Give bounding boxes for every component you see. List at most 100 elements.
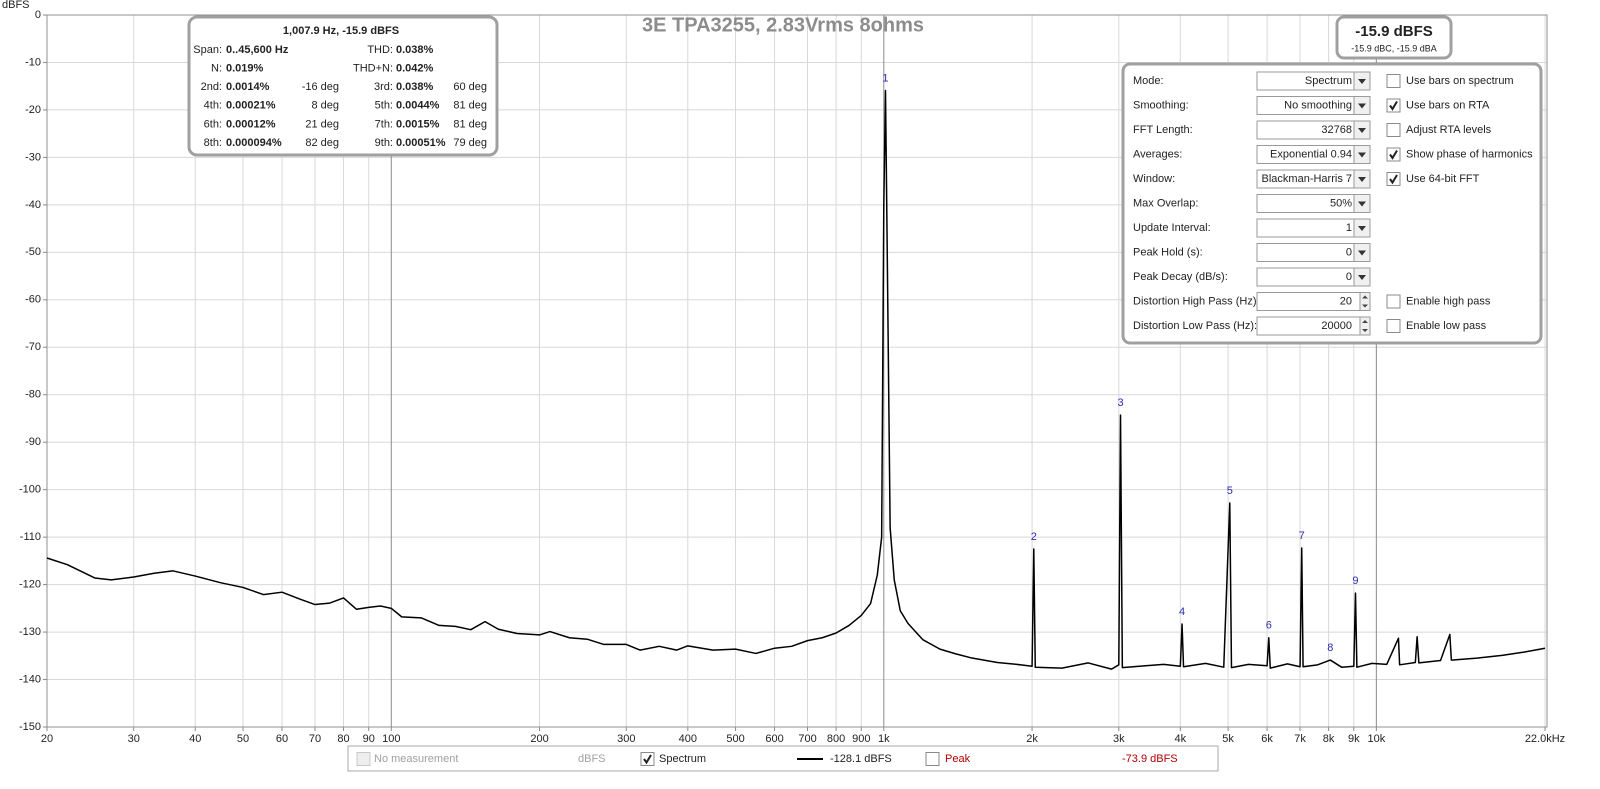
info-box: 1,007.9 Hz, -15.9 dBFS Span: 0..45,600 Hz… bbox=[187, 15, 499, 157]
setting-label: Distortion Low Pass (Hz): bbox=[1133, 320, 1257, 332]
option-label: Use 64-bit FFT bbox=[1406, 173, 1480, 185]
setting-control[interactable]: 0 bbox=[1256, 267, 1371, 287]
info-value: 0.00021% bbox=[226, 100, 276, 112]
control-value: 0 bbox=[1346, 246, 1352, 258]
info-value: 0.019% bbox=[226, 63, 264, 75]
control-value: 32768 bbox=[1321, 124, 1352, 136]
x-tick-label: 2k bbox=[1026, 733, 1038, 745]
checkbox-box bbox=[1386, 74, 1401, 88]
setting-label: Peak Decay (dB/s): bbox=[1133, 271, 1228, 283]
info-phase: 8 deg bbox=[311, 100, 339, 112]
setting-control[interactable]: Spectrum bbox=[1256, 71, 1371, 91]
control-box bbox=[1256, 267, 1371, 287]
spectrum-checkbox[interactable] bbox=[640, 752, 655, 766]
option-checkbox[interactable] bbox=[1386, 319, 1401, 333]
control-value: 1 bbox=[1346, 222, 1352, 234]
peak-readout: -73.9 dBFS bbox=[1122, 753, 1178, 765]
x-tick-label: 800 bbox=[827, 733, 845, 745]
setting-control[interactable]: Blackman-Harris 7 bbox=[1256, 169, 1371, 189]
settings-panel: Mode: Spectrum Use bars on spectrum Smoothi… bbox=[1121, 62, 1543, 345]
x-tick-label: 7k bbox=[1294, 733, 1306, 745]
legend-peak: Peak bbox=[945, 753, 971, 765]
option-checkbox[interactable] bbox=[1386, 74, 1401, 88]
option-checkbox[interactable] bbox=[1386, 172, 1401, 186]
checkbox-box bbox=[1386, 319, 1401, 333]
info-phase: 81 deg bbox=[453, 100, 487, 112]
setting-label: Peak Hold (s): bbox=[1133, 246, 1203, 258]
option-label: Use bars on RTA bbox=[1406, 99, 1490, 111]
info-label: N: bbox=[211, 63, 222, 75]
control-value: 0 bbox=[1346, 271, 1352, 283]
setting-control[interactable]: 1 bbox=[1256, 218, 1371, 238]
y-tick-label: -80 bbox=[25, 389, 41, 401]
control-value: 50% bbox=[1330, 197, 1352, 209]
x-tick-label: 600 bbox=[765, 733, 783, 745]
x-tick-label: 6k bbox=[1261, 733, 1273, 745]
harmonic-marker: 7 bbox=[1299, 530, 1305, 542]
y-tick-label: -60 bbox=[25, 294, 41, 306]
control-box bbox=[1256, 243, 1371, 262]
dropdown-arrow bbox=[1358, 128, 1366, 133]
x-tick-label: 8k bbox=[1323, 733, 1335, 745]
x-tick-label: 60 bbox=[276, 733, 288, 745]
x-tick-label: 70 bbox=[309, 733, 321, 745]
x-tick-label: 3k bbox=[1113, 733, 1125, 745]
no-measurement-checkbox bbox=[356, 752, 371, 766]
checkbox-check bbox=[643, 754, 652, 765]
setting-control[interactable]: 20000 bbox=[1256, 316, 1371, 336]
control-value: 20 bbox=[1340, 295, 1352, 307]
setting-control[interactable]: Exponential 0.94 bbox=[1256, 145, 1371, 164]
option-checkbox[interactable] bbox=[1386, 294, 1401, 309]
checkbox-check bbox=[1389, 149, 1398, 160]
info-value: 0.038% bbox=[396, 81, 434, 93]
peak-checkbox[interactable] bbox=[925, 752, 940, 766]
setting-control[interactable]: 20 bbox=[1256, 292, 1371, 311]
setting-control[interactable]: 32768 bbox=[1256, 120, 1371, 140]
checkbox-check bbox=[1389, 100, 1398, 111]
plot-frame bbox=[46, 14, 1548, 728]
info-label: THD: bbox=[367, 44, 393, 56]
dropdown-arrow bbox=[1358, 79, 1366, 84]
setting-control[interactable]: 50% bbox=[1256, 194, 1371, 213]
info-frame bbox=[187, 15, 499, 157]
dropdown-arrow bbox=[1358, 275, 1366, 280]
info-label: Span: bbox=[193, 44, 222, 56]
option-label: Adjust RTA levels bbox=[1406, 124, 1492, 136]
setting-label: FFT Length: bbox=[1133, 124, 1193, 136]
info-phase: 60 deg bbox=[453, 81, 487, 93]
harmonic-marker: 2 bbox=[1031, 531, 1037, 543]
x-tick-label: 300 bbox=[617, 733, 635, 745]
info-value: 0.0014% bbox=[226, 81, 270, 93]
y-tick-label: -50 bbox=[25, 246, 41, 258]
option-checkbox[interactable] bbox=[1386, 147, 1401, 162]
option-checkbox[interactable] bbox=[1386, 123, 1401, 137]
x-tick-label: 4k bbox=[1175, 733, 1187, 745]
dropdown-arrow bbox=[1358, 152, 1366, 158]
x-tick-label: 400 bbox=[679, 733, 697, 745]
harmonic-marker: 3 bbox=[1117, 397, 1123, 409]
readout-main: -15.9 dBFS bbox=[1355, 23, 1433, 40]
info-label: 3rd: bbox=[374, 81, 393, 93]
info-label: 4th: bbox=[204, 100, 222, 112]
x-tick-label: 20 bbox=[41, 733, 53, 745]
y-tick-label: -70 bbox=[25, 341, 41, 353]
control-value: Exponential 0.94 bbox=[1270, 148, 1352, 160]
x-tick-label: 9k bbox=[1348, 733, 1360, 745]
control-box bbox=[1256, 218, 1371, 238]
y-tick-label: -130 bbox=[19, 626, 41, 638]
option-checkbox[interactable] bbox=[1386, 98, 1401, 113]
control-value: Blackman-Harris 7 bbox=[1262, 173, 1352, 185]
y-axis-label: dBFS bbox=[2, 0, 30, 11]
setting-control[interactable]: 0 bbox=[1256, 243, 1371, 262]
setting-control[interactable]: No smoothing bbox=[1256, 96, 1371, 115]
x-tick-label: 1k bbox=[878, 733, 890, 745]
readout-sub: -15.9 dBC, -15.9 dBA bbox=[1351, 43, 1437, 53]
harmonic-marker: 9 bbox=[1352, 575, 1358, 587]
legend-frame bbox=[347, 745, 1219, 772]
setting-label: Distortion High Pass (Hz): bbox=[1133, 295, 1260, 307]
info-value: 0.00012% bbox=[226, 118, 276, 130]
dropdown-arrow bbox=[1358, 103, 1366, 109]
checkbox-check bbox=[1389, 174, 1398, 185]
harmonic-marker: 1 bbox=[882, 72, 888, 84]
